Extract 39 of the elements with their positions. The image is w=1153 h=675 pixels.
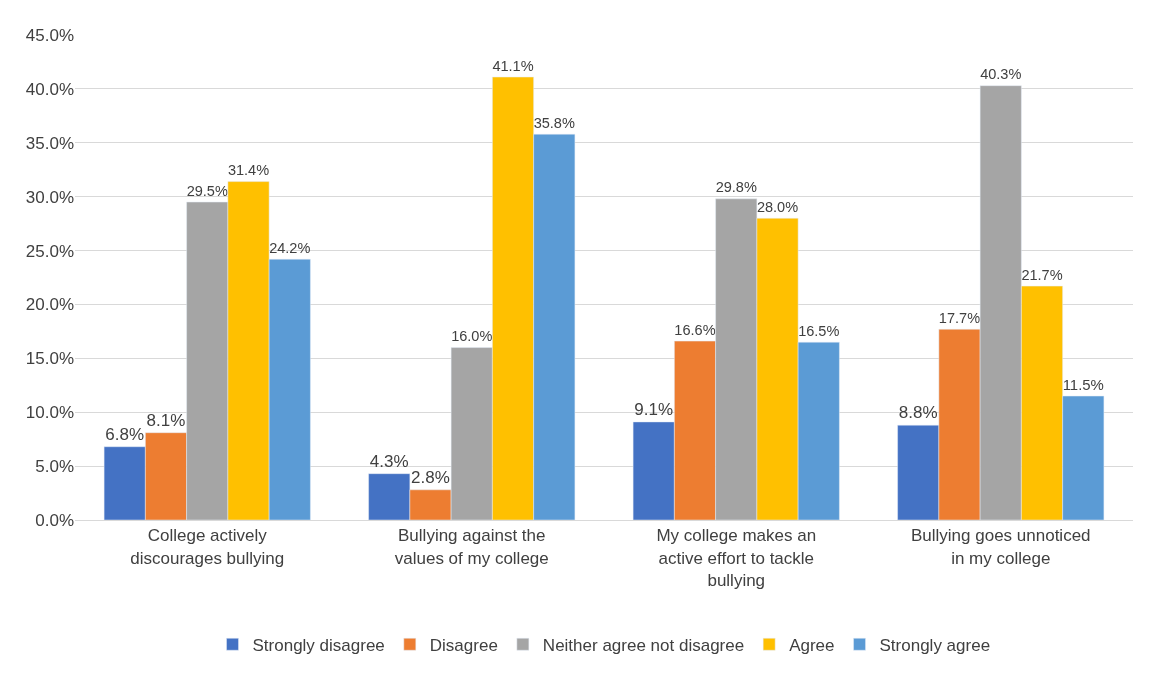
y-tick-label: 45.0% (25, 25, 74, 45)
data-label: 17.7% (938, 309, 981, 326)
x-tick-label: Bullying goes unnoticed in my college (910, 526, 1091, 568)
x-tick-label: College actively discourages bullying (130, 526, 285, 568)
y-tick-label: 0.0% (35, 510, 74, 530)
legend-label: Agree (789, 635, 835, 655)
y-tick-label: 30.0% (25, 187, 74, 207)
y-tick-label: 35.0% (25, 133, 74, 153)
y-tick-label: 20.0% (25, 295, 74, 315)
y-tick-label: 10.0% (25, 403, 74, 423)
data-label: 11.5% (1062, 375, 1104, 393)
data-label: 41.1% (492, 57, 534, 74)
data-label: 16.0% (451, 328, 493, 345)
data-label: 29.5% (186, 182, 228, 199)
x-tick-label: My college makes an active effort to tackle bullying (656, 526, 817, 590)
legend-label: Disagree (429, 635, 498, 655)
data-label: 35.8% (533, 114, 575, 131)
y-tick-label: 40.0% (25, 79, 74, 99)
y-tick-label: 15.0% (25, 349, 74, 369)
data-label: 8.8% (898, 403, 938, 423)
x-tick-label: Bullying against the values of my college (394, 526, 549, 568)
data-label: 31.4% (227, 162, 270, 179)
y-tick-label: 25.0% (25, 241, 74, 261)
data-label: 16.6% (674, 321, 716, 338)
data-label: 9.1% (634, 399, 674, 419)
data-label: 29.8% (715, 179, 757, 196)
data-label: 16.5% (798, 322, 840, 339)
y-tick-label: 5.0% (35, 457, 74, 477)
legend-label: Neither agree not disagree (542, 635, 745, 655)
data-label: 24.2% (269, 239, 311, 256)
data-label: 40.3% (980, 66, 1022, 83)
legend-label: Strongly disagree (252, 635, 385, 655)
data-label: 21.7% (1021, 266, 1063, 283)
data-label: 28.0% (756, 198, 799, 215)
data-label: 8.1% (146, 410, 186, 430)
data-label: 6.8% (105, 424, 145, 444)
legend-label: Strongly agree (879, 635, 991, 655)
data-label: 2.8% (411, 467, 450, 487)
data-label: 4.3% (369, 451, 409, 471)
